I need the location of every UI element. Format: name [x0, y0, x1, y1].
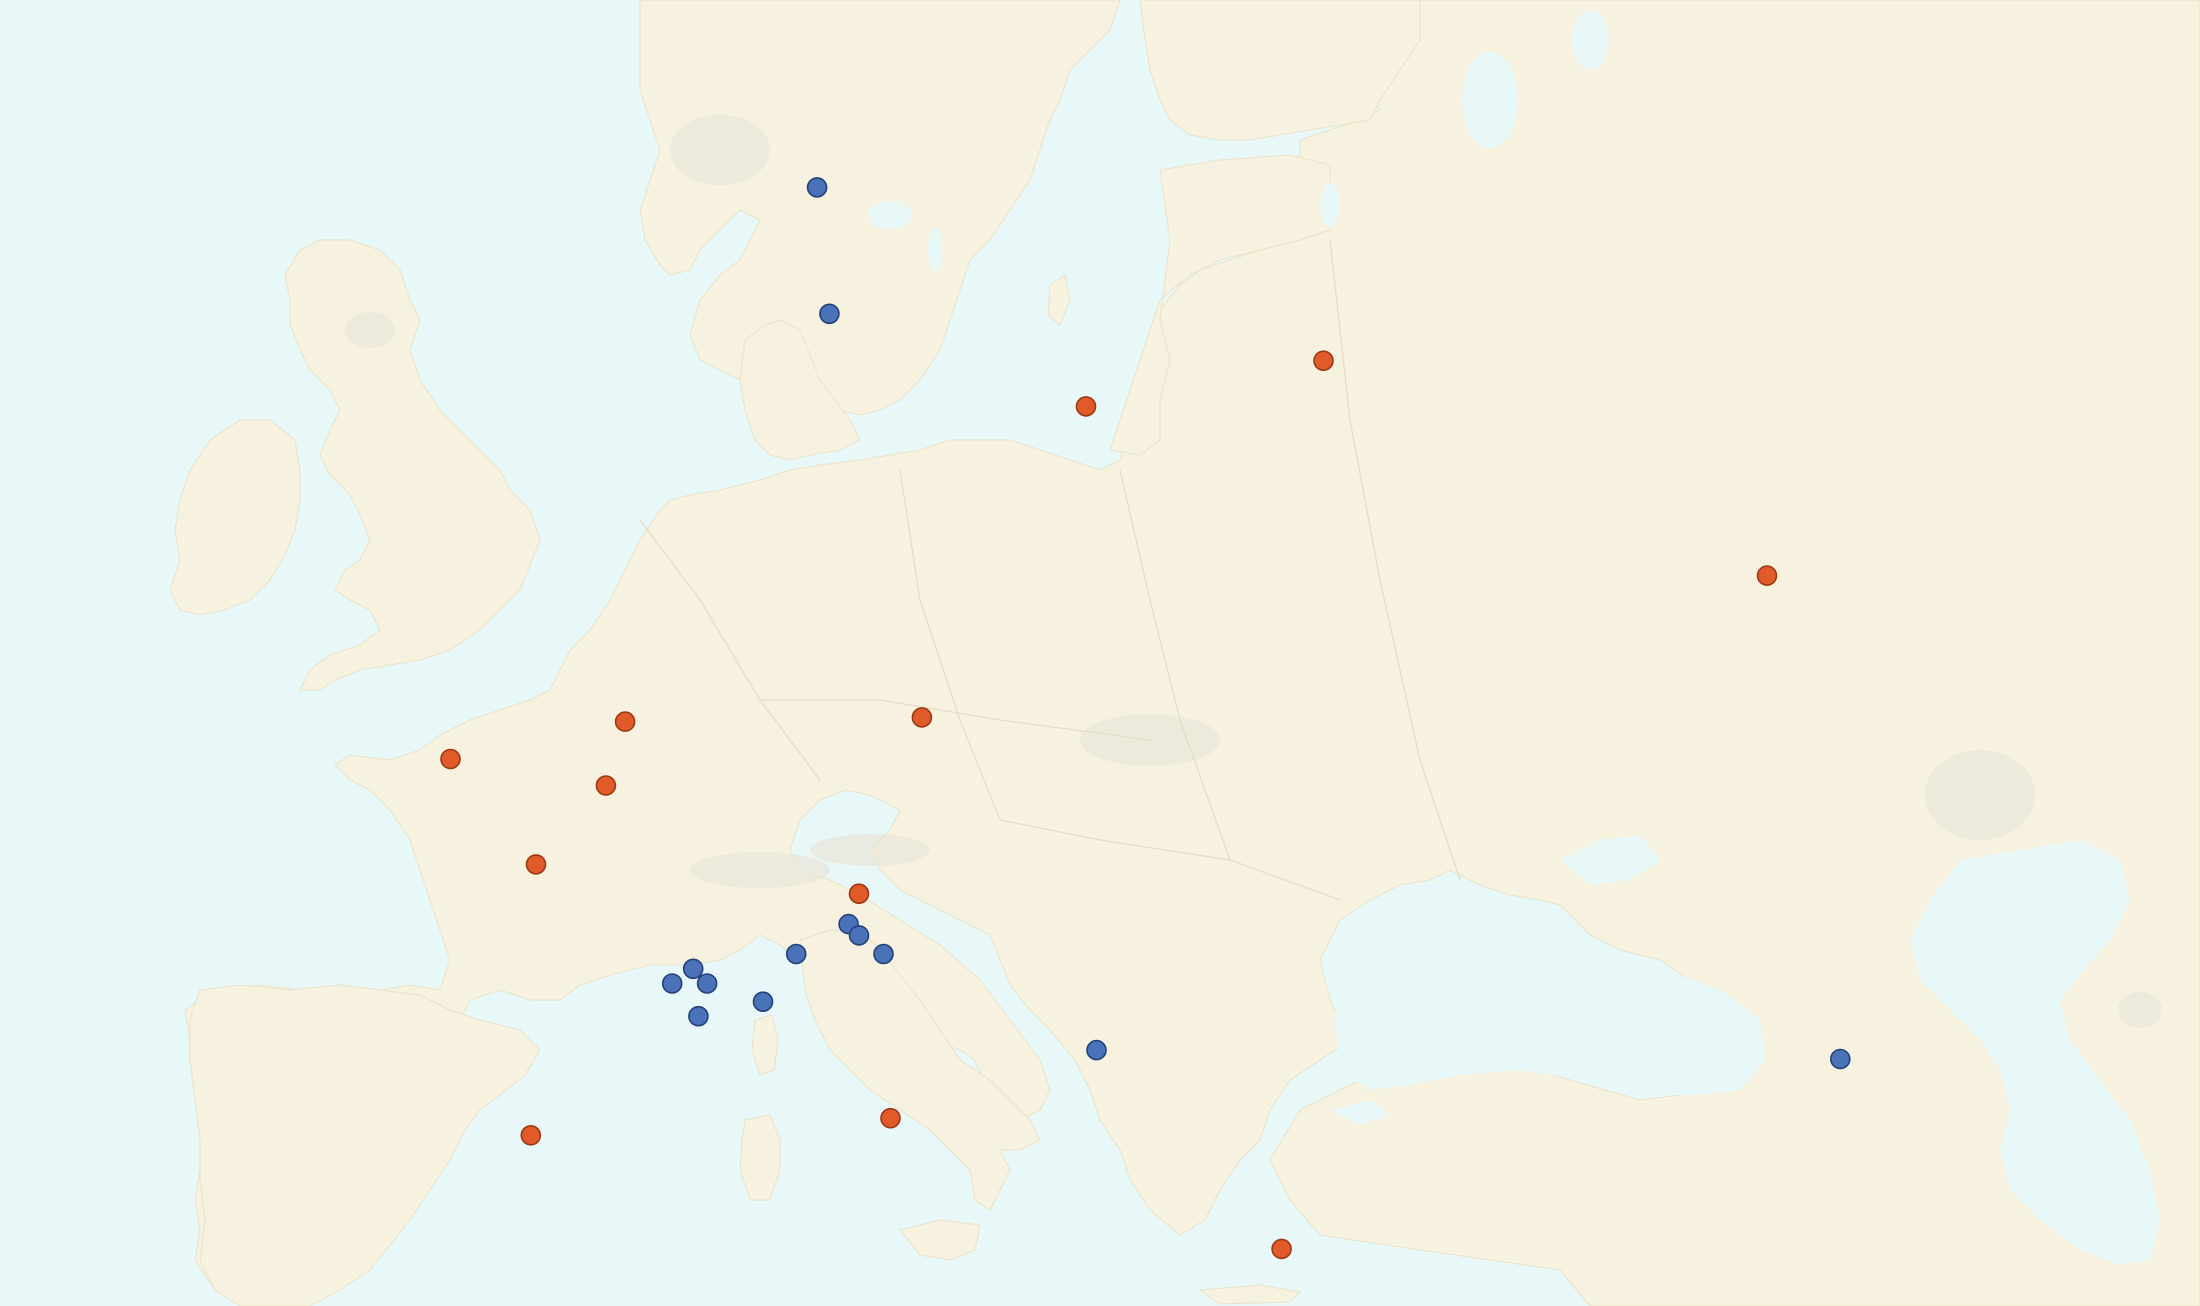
- border-3: [1119, 469, 1231, 861]
- marker-blue-1[interactable]: [806, 177, 828, 198]
- marker-blue-2[interactable]: [819, 303, 840, 325]
- relief-3: [690, 852, 830, 888]
- marker-orange-5[interactable]: [911, 707, 933, 728]
- marker-blue-13[interactable]: [1830, 1048, 1851, 1070]
- relief-4: [810, 834, 930, 866]
- land-corsica: [751, 1014, 779, 1076]
- border-2: [899, 469, 1001, 821]
- lake-onega: [1572, 10, 1608, 70]
- relief-7: [345, 312, 395, 348]
- marker-blue-6[interactable]: [873, 943, 894, 965]
- lake-ladoga: [1462, 52, 1518, 148]
- marker-orange-3[interactable]: [595, 775, 617, 796]
- marker-orange-6[interactable]: [848, 883, 870, 905]
- land-sardinia: [739, 1114, 781, 1201]
- sea-azov: [1560, 835, 1660, 885]
- marker-orange-1[interactable]: [440, 748, 461, 770]
- lake-peipus: [1320, 183, 1340, 227]
- land-gotland: [1047, 274, 1071, 326]
- marker-layer: [440, 177, 1851, 1260]
- relief-2: [2118, 992, 2162, 1028]
- land-italy: [799, 929, 1041, 1211]
- marker-blue-11[interactable]: [752, 991, 774, 1013]
- marker-orange-11[interactable]: [880, 1107, 901, 1129]
- border-6: [760, 699, 1151, 741]
- marker-orange-12[interactable]: [1271, 1238, 1292, 1260]
- land-finland: [1139, 0, 1421, 141]
- marker-orange-10[interactable]: [520, 1125, 542, 1146]
- land-crete: [1198, 1284, 1302, 1305]
- land-iberia: [189, 984, 541, 1306]
- border-4: [1329, 239, 1461, 881]
- marker-orange-9[interactable]: [1756, 565, 1778, 586]
- lake-vanern: [868, 201, 912, 229]
- marker-orange-7[interactable]: [1075, 396, 1097, 417]
- marker-blue-4[interactable]: [848, 925, 870, 946]
- land-sicily: [899, 1219, 981, 1261]
- marker-blue-9[interactable]: [661, 973, 683, 994]
- land-denmark: [739, 319, 861, 461]
- sea-marmara: [1330, 1100, 1390, 1125]
- land-great-britain: [284, 239, 541, 691]
- marker-blue-12[interactable]: [1086, 1039, 1107, 1061]
- relief-6: [670, 115, 770, 185]
- marker-blue-10[interactable]: [688, 1005, 709, 1027]
- land-ireland: [169, 419, 301, 616]
- marker-orange-4[interactable]: [525, 854, 547, 875]
- relief-1: [1925, 750, 2035, 840]
- marker-blue-5[interactable]: [785, 943, 807, 965]
- border-1: [639, 519, 821, 781]
- marker-blue-8[interactable]: [696, 973, 718, 994]
- border-5: [999, 819, 1341, 901]
- marker-orange-8[interactable]: [1313, 350, 1334, 372]
- marker-blue-7[interactable]: [682, 958, 704, 980]
- sea-black: [1335, 900, 1765, 1095]
- sea-caspian: [1910, 840, 2160, 1265]
- marker-orange-2[interactable]: [614, 711, 636, 732]
- lake-vattern: [928, 228, 942, 272]
